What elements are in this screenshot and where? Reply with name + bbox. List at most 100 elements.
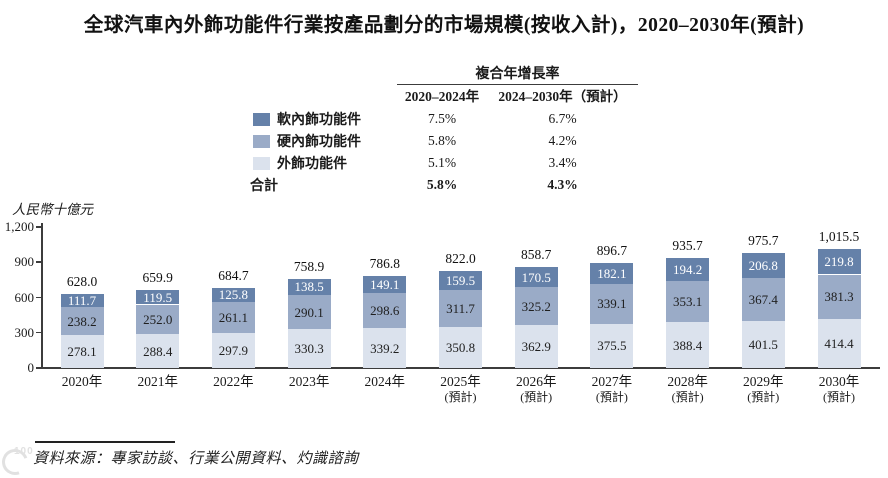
y-tick-label: 1,200 [4, 219, 34, 234]
bar-total-label: 628.0 [66, 274, 98, 290]
bar-segment-軟內飾功能件: 159.5 [439, 271, 482, 291]
bar-segment-軟內飾功能件: 149.1 [363, 275, 407, 294]
bar-segment-value: 375.5 [597, 338, 627, 354]
bar-segment-value: 288.4 [143, 343, 173, 359]
bar-segment-外飾功能件: 375.5 [590, 323, 634, 368]
cagr-value-2024-2030: 3.4% [548, 155, 577, 170]
bar-segment-value: 381.3 [824, 289, 854, 305]
bar-segment-軟內飾功能件: 206.8 [741, 253, 785, 278]
bar-total-label: 822.0 [445, 251, 476, 267]
x-axis-year: 2023年 [288, 374, 330, 389]
bar-segment-外飾功能件: 288.4 [136, 334, 180, 368]
bar-segment-軟內飾功能件: 119.5 [136, 289, 180, 305]
cagr-table-columns: 2020–2024年 2024–2030年（預計） [397, 88, 638, 106]
bar-segment-軟內飾功能件: 219.8 [817, 248, 861, 275]
bar-segment-value: 278.1 [67, 344, 97, 360]
bar-segment-硬內飾功能件: 381.3 [817, 274, 861, 320]
x-axis-label: 2029年 (預計) [721, 374, 805, 404]
bar-segment-硬內飾功能件: 325.2 [514, 287, 558, 326]
bar-segment-外飾功能件: 330.3 [287, 329, 331, 368]
x-axis-forecast-note: (預計) [595, 390, 628, 404]
bar-total-label: 896.7 [596, 242, 628, 258]
legend-total-row: 合計 [250, 174, 395, 196]
bar-segment-外飾功能件: 350.8 [439, 326, 482, 368]
x-axis-label: 2030年 (預計) [797, 374, 881, 404]
x-axis-year: 2030年 [818, 374, 860, 389]
cagr-value-2024-2030: 4.2% [548, 133, 577, 148]
x-axis-label: 2027年 (預計) [570, 374, 654, 404]
bar-segment-value: 401.5 [748, 336, 778, 352]
bar-segment-value: 362.9 [521, 339, 551, 355]
bar-segment-硬內飾功能件: 311.7 [439, 290, 482, 327]
bar-segment-value: 261.1 [218, 310, 249, 326]
bar-segment-硬內飾功能件: 339.1 [590, 284, 634, 324]
cagr-value-row: 5.1% 3.4% [397, 152, 638, 174]
legend-swatch-icon [253, 112, 270, 126]
legend-swatch-icon [253, 156, 270, 170]
bar-segment-value: 388.4 [672, 337, 703, 353]
bar-segment-value: 414.4 [824, 336, 854, 352]
footer-rule [35, 441, 175, 443]
cagr-value-row: 5.8% 4.2% [397, 130, 638, 152]
bar-segment-硬內飾功能件: 367.4 [741, 277, 785, 321]
legend-item-label: 外飾功能件 [277, 157, 347, 172]
bar-segment-硬內飾功能件: 290.1 [287, 295, 331, 330]
bar-segment-外飾功能件: 278.1 [60, 335, 104, 368]
bar-segment-外飾功能件: 362.9 [514, 325, 558, 368]
bar-segment-外飾功能件: 339.2 [363, 328, 407, 368]
bar-segment-value: 252.0 [143, 311, 173, 327]
y-tick-label: 600 [14, 289, 35, 305]
legend-item: 軟內飾功能件 [250, 108, 395, 130]
x-axis-forecast-note: (預計) [671, 390, 704, 404]
bar-segment-value: 182.1 [597, 265, 627, 281]
bar-segment-value: 206.8 [748, 257, 778, 273]
chart-title: 全球汽車內外飾功能件行業按產品劃分的市場規模(按收入計)，2020–2030年(… [83, 15, 805, 36]
y-tick-label: 0 [27, 360, 35, 375]
bar-total-label: 1,015.5 [818, 228, 860, 244]
bar-segment-value: 311.7 [446, 300, 475, 316]
y-axis-label: 人民幣十億元 [12, 202, 93, 217]
x-axis-year: 2022年 [213, 374, 254, 389]
y-tick-label: 900 [14, 254, 35, 270]
cagr-column-2024-2030: 2024–2030年（預計） [498, 89, 627, 104]
bar-segment-value: 111.7 [67, 293, 97, 309]
bar-segment-value: 330.3 [294, 341, 324, 357]
bar-segment-外飾功能件: 414.4 [817, 319, 861, 368]
x-axis-line [42, 367, 880, 369]
bar-segment-軟內飾功能件: 182.1 [590, 262, 634, 285]
y-axis-tick [36, 296, 42, 298]
bar-total-label: 858.7 [521, 247, 552, 263]
y-axis-tick [36, 331, 42, 334]
bar-segment-value: 298.6 [370, 303, 400, 319]
bar-segment-value: 339.1 [597, 296, 627, 312]
x-axis-label: 2024年 [343, 374, 427, 390]
legend: 軟內飾功能件硬內飾功能件 外飾功能件合計 [250, 108, 395, 196]
x-axis-forecast-note: (預計) [444, 390, 477, 404]
cagr-value-row: 5.8% 4.3% [397, 174, 638, 196]
bar-segment-軟內飾功能件: 138.5 [287, 278, 331, 296]
bar-segment-外飾功能件: 297.9 [211, 332, 255, 368]
watermark-logo-icon: 100 [0, 444, 50, 478]
cagr-value-2020-2024: 5.1% [427, 155, 457, 170]
legend-item: 硬內飾功能件 [250, 130, 395, 152]
bar-segment-硬內飾功能件: 238.2 [60, 307, 104, 336]
x-axis-label: 2020年 [40, 374, 124, 390]
x-axis-year: 2020年 [61, 374, 103, 389]
bar-segment-value: 350.8 [445, 339, 476, 355]
x-axis-label: 2022年 [191, 374, 275, 390]
x-axis-label: 2023年 [267, 374, 351, 390]
bar-segment-value: 297.9 [218, 342, 249, 358]
x-axis-year: 2026年 [515, 374, 557, 389]
cagr-column-2020-2024: 2020–2024年 [404, 89, 480, 104]
bar-segment-value: 119.5 [143, 289, 173, 305]
x-axis-year: 2021年 [137, 374, 178, 389]
legend-item-label: 硬內飾功能件 [277, 135, 361, 150]
bar-total-label: 684.7 [218, 267, 249, 283]
bar-total-label: 758.9 [293, 258, 325, 274]
bar-segment-軟內飾功能件: 170.5 [514, 267, 558, 288]
cagr-value-2024-2030: 6.7% [548, 111, 577, 126]
legend-swatch-icon [253, 134, 270, 148]
x-axis-forecast-note: (預計) [520, 390, 553, 404]
bar-segment-value: 125.8 [218, 287, 249, 303]
